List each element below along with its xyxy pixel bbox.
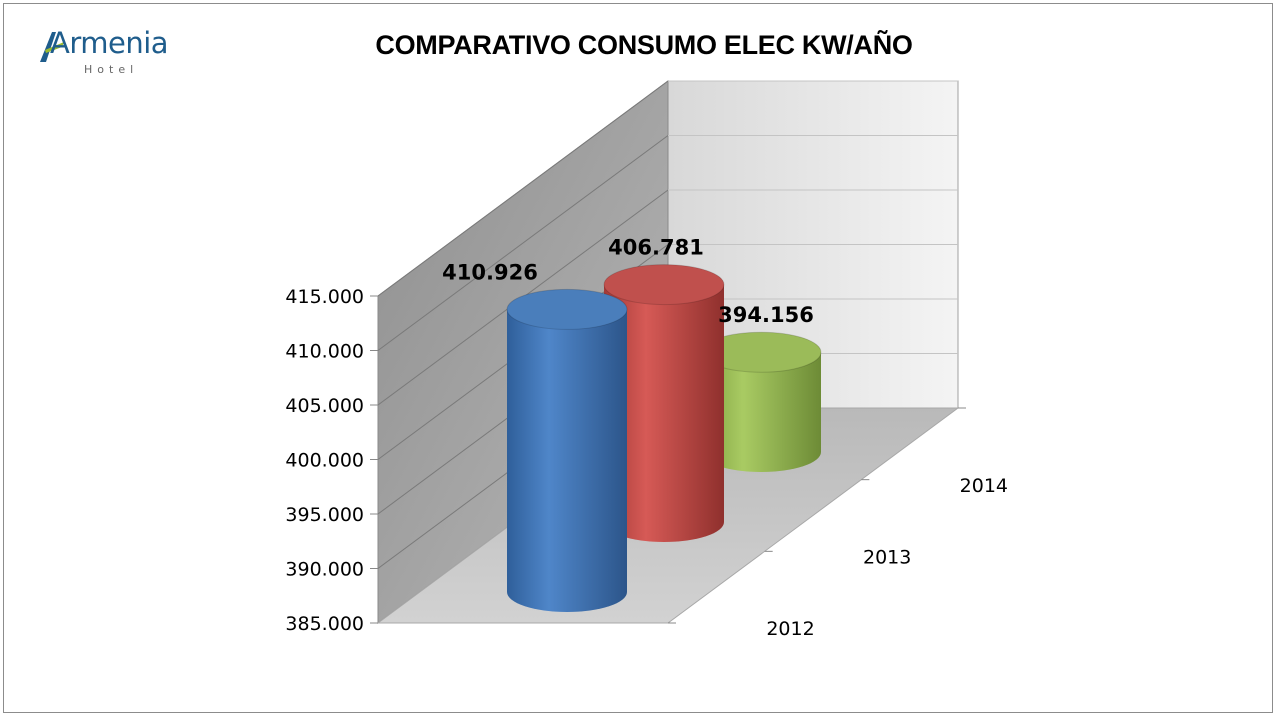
hotel-logo: Armenia Hotel xyxy=(36,22,186,82)
data-labels: 410.926 406.781 394.156 xyxy=(442,236,814,328)
bar-top xyxy=(603,264,725,306)
data-label: 394.156 xyxy=(718,303,814,327)
logo-mark-icon xyxy=(40,32,64,62)
data-label: 406.781 xyxy=(608,236,704,260)
bar-2014 xyxy=(700,331,822,472)
logo-subtitle: Hotel xyxy=(84,63,139,76)
bar-body xyxy=(701,352,821,472)
side-gridline xyxy=(377,135,669,351)
y-tick-label: 390.000 xyxy=(285,559,364,581)
data-label: 410.926 xyxy=(442,260,538,284)
y-tick-label: 385.000 xyxy=(285,613,364,635)
y-tick-label: 400.000 xyxy=(285,450,364,472)
bar-2012 xyxy=(506,288,628,612)
x-category-label: 2014 xyxy=(960,475,1008,497)
y-tick-label: 410.000 xyxy=(285,341,364,363)
y-axis: 385.000 390.000 395.000 400.000 405.000 410.0… xyxy=(285,286,966,635)
bar-top xyxy=(506,288,628,330)
y-tick-label: 415.000 xyxy=(285,286,364,308)
chart-title: COMPARATIVO CONSUMO ELEC KW/AÑO xyxy=(375,30,913,60)
logo-wordmark: Armenia xyxy=(50,26,169,60)
side-gridline xyxy=(377,80,669,297)
x-category-label: 2012 xyxy=(766,618,814,640)
bars xyxy=(506,264,822,612)
bar-body xyxy=(507,309,627,612)
x-axis: 2012 2013 2014 xyxy=(668,475,1008,640)
bar-body xyxy=(604,284,724,542)
y-tick-label: 405.000 xyxy=(285,395,364,417)
y-tick-label: 395.000 xyxy=(285,504,364,526)
bar-2013 xyxy=(603,264,725,542)
x-category-label: 2013 xyxy=(863,547,911,569)
